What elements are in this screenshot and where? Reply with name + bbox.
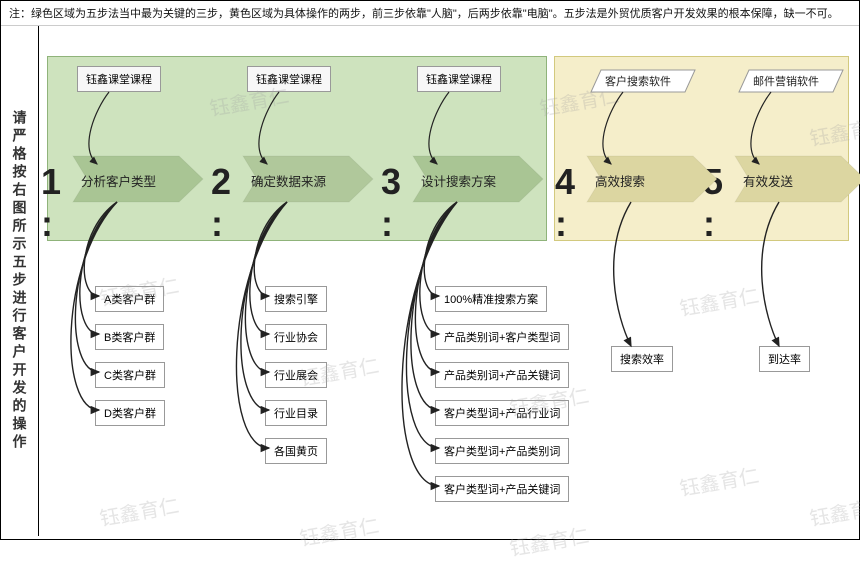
step-label: 有效发送 [743, 171, 793, 190]
branch-item: 客户类型词+产品行业词 [435, 400, 569, 426]
step-number: 3 : [381, 161, 401, 245]
step-number: 4 : [555, 161, 575, 245]
watermark: 钰鑫育仁 [97, 489, 181, 531]
step-label: 分析客户类型 [81, 171, 156, 190]
branch-item: 客户类型词+产品类别词 [435, 438, 569, 464]
watermark: 钰鑫育仁 [807, 489, 860, 531]
branch-item: 产品类别词+客户类型词 [435, 324, 569, 350]
branch-item: 各国黄页 [265, 438, 327, 464]
branch-item: 搜索引擎 [265, 286, 327, 312]
branch-item: 行业协会 [265, 324, 327, 350]
watermark: 钰鑫育仁 [677, 459, 761, 501]
branch-item: 100%精准搜索方案 [435, 286, 547, 312]
branch-item: 产品类别词+产品关键词 [435, 362, 569, 388]
branch-item: B类客户群 [95, 324, 164, 350]
watermark: 钰鑫育仁 [677, 279, 761, 321]
left-instruction-bar: 请严格按右图所示五步进行客户开发的操作 [1, 26, 39, 536]
step-label: 设计搜索方案 [421, 171, 496, 190]
step-label: 确定数据来源 [251, 171, 326, 190]
branch-item: C类客户群 [95, 362, 165, 388]
top-box: 钰鑫课堂课程 [77, 66, 161, 92]
branch-item: 行业目录 [265, 400, 327, 426]
branch-item: 客户类型词+产品关键词 [435, 476, 569, 502]
step-label: 高效搜索 [595, 171, 645, 190]
watermark: 钰鑫育仁 [507, 519, 591, 561]
step-number: 2 : [211, 161, 231, 245]
branch-item: A类客户群 [95, 286, 164, 312]
top-box: 钰鑫课堂课程 [247, 66, 331, 92]
step-number: 1 : [41, 161, 61, 245]
branch-item: D类客户群 [95, 400, 165, 426]
result-box: 搜索效率 [611, 346, 673, 372]
left-instruction-text: 请严格按右图所示五步进行客户开发的操作 [10, 110, 30, 452]
step-number: 5 : [703, 161, 723, 245]
top-box: 钰鑫课堂课程 [417, 66, 501, 92]
zone-yellow [554, 56, 849, 241]
watermark: 钰鑫育仁 [297, 509, 381, 551]
header-note: 注：绿色区域为五步法当中最为关键的三步，黄色区域为具体操作的两步，前三步依靠"人… [1, 1, 859, 26]
result-box: 到达率 [759, 346, 810, 372]
branch-item: 行业展会 [265, 362, 327, 388]
